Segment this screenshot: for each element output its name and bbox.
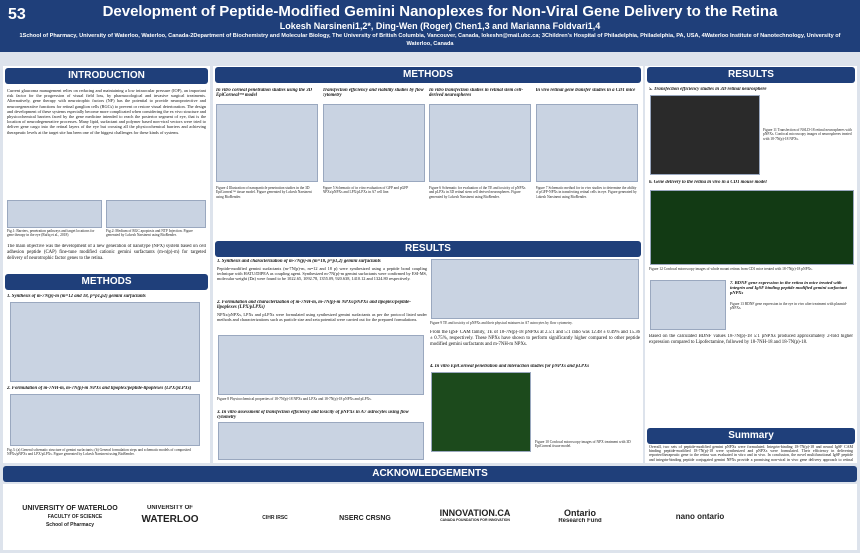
section-header: METHODS <box>5 274 208 290</box>
figure-caption: Fig.3: (a) General schematic structure o… <box>7 448 191 457</box>
subheading: 7. BDNF gene expression in the retina in… <box>730 280 847 295</box>
subheading: 6. Gene delivery to the retina in vivo i… <box>649 180 767 185</box>
subheading: In vitro transfection studies in retinal… <box>429 88 523 98</box>
figure <box>7 200 102 228</box>
figure <box>10 394 200 446</box>
subheading: 2. Formulation of m-7NH-m, m-7N(p)-m NPX… <box>7 386 192 391</box>
logo: UNIVERSITY OF <box>147 505 193 511</box>
summary-text: Overall, two sets of peptide-modified ge… <box>649 445 853 462</box>
figure-caption: Figure 5 Schematic of in vitro evaluatio… <box>322 186 409 195</box>
poster-number: 53 <box>8 6 26 23</box>
figure-caption: Figure 13 BDNF gene expression in the ey… <box>730 302 847 311</box>
figure <box>650 190 854 265</box>
logo: CIHR IRSC <box>262 515 288 521</box>
section-header: ACKNOWLEDGEMENTS <box>3 466 857 482</box>
logo: INNOVATION.CA <box>439 508 511 518</box>
logo-bar <box>3 484 857 550</box>
intro-text: Current glaucoma management relies on re… <box>7 88 206 135</box>
results-text: Peptide-modified gemini surfactants (m-7… <box>217 266 427 282</box>
figure-caption: Figure 8 Physicochemical properties of 1… <box>217 397 372 401</box>
section-header: RESULTS <box>215 241 641 257</box>
section-header: Summary <box>647 428 855 444</box>
header: 53 Development of Peptide-Modified Gemin… <box>0 0 860 52</box>
logo: Research Fund <box>558 518 602 524</box>
figure-caption: Figure 10 Confocal microscopy images of … <box>535 440 631 449</box>
results-text: From the IgSF CAM family, TE of 18-7N(p)… <box>430 330 640 347</box>
subheading: 1. Synthesis and characterization of m-7… <box>217 259 381 264</box>
figure-caption: Figure 9 TE and toxicity of pNPXs and th… <box>430 321 573 325</box>
subheading: Transfection efficiency and viability st… <box>322 88 424 98</box>
logo: FACULTY OF SCIENCE <box>47 514 103 520</box>
authors: Lokesh Narsineni1,2*, Ding-Wen (Roger) C… <box>279 21 601 31</box>
figure <box>216 104 318 182</box>
figure <box>322 104 425 182</box>
figure-caption: Figure 4 Illustration of nanoparticle pe… <box>216 186 312 199</box>
figure <box>650 95 760 175</box>
figure <box>431 259 639 319</box>
figure <box>535 104 638 182</box>
figure <box>650 280 726 330</box>
figure-caption: Fig.1: Barriers, penetration pathways an… <box>7 229 95 238</box>
title: Development of Peptide-Modified Gemini N… <box>102 3 778 20</box>
logo: School of Pharmacy <box>45 522 95 528</box>
logo: CANADA FOUNDATION FOR INNOVATION <box>440 518 510 522</box>
figure-caption: Figure 11 Transfection of NSLD-18 retina… <box>763 128 852 141</box>
figure-caption: Fig.2: Medium of RGC apoptosis and NTF I… <box>106 229 193 238</box>
figure-caption: Figure 12 Confocal microscopy images of … <box>649 267 813 271</box>
subheading: 2. Formulation and characterization of m… <box>217 300 411 310</box>
logo: WATERLOO <box>141 514 199 525</box>
subheading: 1. Synthesis of m-7N(p)-m (m=12 and 18, … <box>7 294 146 299</box>
logo: UNIVERSITY OF WATERLOO <box>22 505 118 512</box>
figure <box>429 104 531 182</box>
subheading: 4. In vitro EpiCorneal penetration and i… <box>430 364 590 369</box>
logo: nano ontario <box>675 512 725 521</box>
subheading: In vivo retinal gene transfer studies in… <box>535 88 636 93</box>
subheading: In vitro corneal penetration studies usi… <box>216 88 313 98</box>
figure <box>10 302 200 382</box>
section-header: INTRODUCTION <box>5 68 208 84</box>
section-header: METHODS <box>215 67 641 83</box>
results-text: NPXs/pNPXs, LPXs and pLPXs were formulat… <box>217 312 427 323</box>
section-header: RESULTS <box>647 67 855 83</box>
figure-caption: Figure 7 Schematic method for in vivo st… <box>535 186 637 199</box>
results-text: Based on the calculated BDNF values 18-7… <box>649 334 853 345</box>
logo: Ontario <box>563 508 596 518</box>
logo: NSERC CRSNG <box>339 515 391 522</box>
figure-caption: Figure 6 Schematic for evaluation of the… <box>429 186 526 199</box>
affiliations: 1School of Pharmacy, University of Water… <box>19 33 841 47</box>
subheading: 3. In vitro assessment of transfection e… <box>217 410 409 420</box>
figure <box>106 200 206 228</box>
figure <box>218 335 424 395</box>
objective-text: The main objective was the development o… <box>7 244 206 261</box>
figure <box>431 372 531 452</box>
subheading: 5. Transfection efficiency studies in 3D… <box>649 87 767 92</box>
figure <box>218 422 424 460</box>
